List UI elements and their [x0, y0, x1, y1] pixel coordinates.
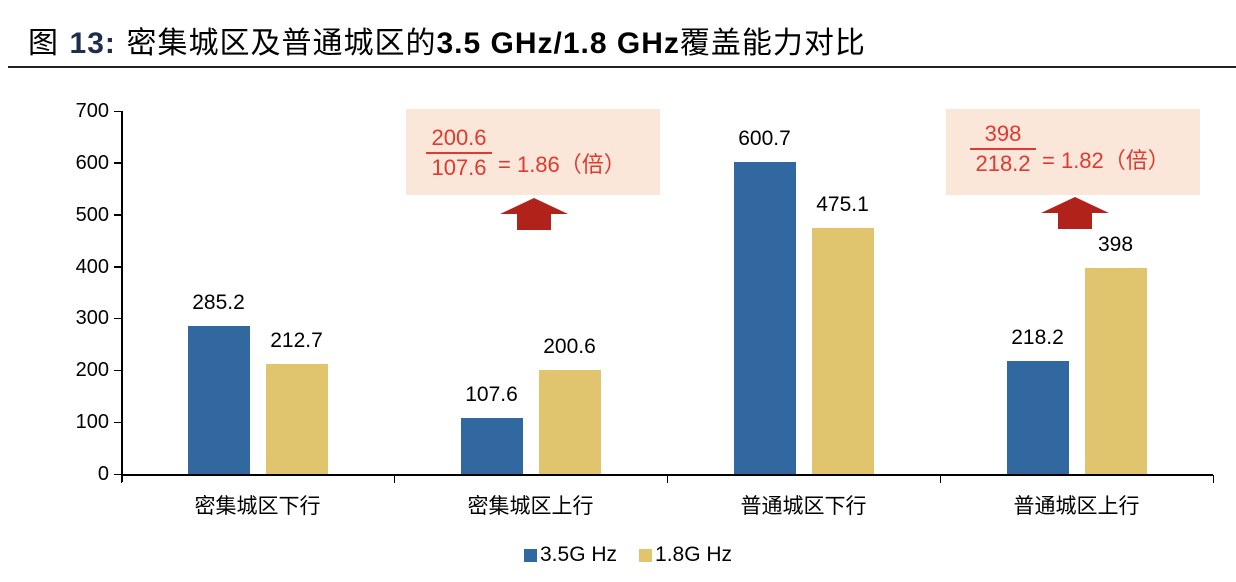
- up-arrow-icon: [1041, 197, 1109, 229]
- bar-value-label: 600.7: [738, 127, 791, 151]
- figure-label: 图: [28, 26, 59, 61]
- legend-swatch-blue: [524, 548, 537, 562]
- legend-swatch-yellow: [639, 548, 653, 562]
- annotation-equation-normal: = 1.82（倍）: [1042, 143, 1170, 175]
- legend-item-18ghz: 1.8G Hz: [639, 543, 732, 567]
- annotation-numerator: 200.6: [431, 125, 487, 150]
- bar-value-label: 285.2: [192, 291, 245, 315]
- chart-legend: 3.5G Hz 1.8G Hz: [524, 543, 754, 567]
- y-tick: [114, 162, 121, 164]
- figure-title-tail: 覆盖能力对比: [679, 26, 866, 61]
- y-tick: [114, 473, 121, 475]
- y-tick: [114, 421, 121, 424]
- x-category-label: 密集城区上行: [467, 494, 594, 518]
- annotation-equation-dense: = 1.86（倍）: [498, 147, 626, 179]
- annotation-ratio: = 1.82: [1042, 148, 1104, 173]
- fraction-line: [970, 148, 1036, 150]
- y-tick-label: 400: [75, 255, 109, 278]
- annotation-fraction-dense: 200.6 107.6: [426, 126, 492, 180]
- legend-label: 3.5G Hz: [540, 543, 618, 566]
- x-tick: [1212, 475, 1214, 483]
- figure-number: 13:: [69, 27, 116, 60]
- title-divider: [8, 66, 1236, 68]
- bar-1-8ghz: [538, 369, 601, 474]
- annotation-box-normal: [946, 109, 1200, 195]
- x-tick: [393, 475, 395, 483]
- bar-value-label: 398: [1097, 232, 1134, 256]
- bar-3-5ghz: [1006, 360, 1069, 474]
- bar-1-8ghz: [811, 227, 874, 474]
- y-tick-label: 0: [97, 463, 109, 485]
- bar-1-8ghz: [1084, 267, 1147, 474]
- bar-value-label: 218.2: [1011, 325, 1064, 349]
- figure-title-bold: 3.5 GHz/1.8 GHz: [436, 27, 680, 60]
- y-tick: [114, 214, 121, 216]
- bar-1-8ghz: [265, 363, 328, 474]
- annotation-ratio: = 1.86: [498, 152, 560, 177]
- legend-item-35ghz: 3.5G Hz: [524, 543, 617, 567]
- x-tick: [666, 475, 668, 483]
- x-axis: [121, 474, 1213, 476]
- bar-value-label: 212.7: [270, 328, 323, 352]
- bar-3-5ghz: [187, 326, 250, 474]
- x-tick: [120, 475, 122, 483]
- bar-3-5ghz: [733, 162, 796, 474]
- annotation-fraction-normal: 398 218.2: [970, 122, 1036, 176]
- bar-value-label: 107.6: [465, 383, 518, 407]
- y-tick: [114, 110, 121, 112]
- bar-value-label: 200.6: [543, 334, 596, 358]
- y-axis: [121, 111, 123, 482]
- x-category-label: 密集城区下行: [194, 494, 321, 518]
- x-category-label: 普通城区上行: [1013, 494, 1140, 518]
- annotation-numerator: 398: [984, 121, 1022, 146]
- y-tick-label: 100: [75, 411, 109, 434]
- y-tick: [114, 369, 121, 372]
- up-arrow-icon: [500, 198, 568, 230]
- bar-value-label: 475.1: [816, 192, 869, 216]
- annotation-denominator: 218.2: [975, 151, 1031, 176]
- bar-3-5ghz: [460, 418, 523, 474]
- y-tick: [114, 266, 121, 268]
- y-tick-label: 300: [75, 307, 109, 330]
- x-category-label: 普通城区下行: [740, 494, 867, 518]
- y-tick-label: 600: [75, 151, 109, 174]
- y-tick-label: 500: [75, 203, 109, 226]
- legend-label: 1.8G Hz: [655, 543, 733, 566]
- figure-title: 图 13: 密集城区及普通城区的3.5 GHz/1.8 GHz覆盖能力对比: [28, 18, 866, 62]
- annotation-denominator: 107.6: [431, 155, 487, 180]
- figure-title-cn: 密集城区及普通城区的: [126, 26, 437, 61]
- fraction-line: [426, 152, 492, 154]
- annotation-unit: （倍）: [559, 153, 626, 178]
- y-tick-label: 200: [75, 359, 109, 382]
- y-tick-label: 700: [75, 100, 109, 122]
- x-tick: [939, 475, 941, 483]
- y-tick: [114, 317, 121, 320]
- annotation-unit: （倍）: [1103, 149, 1170, 174]
